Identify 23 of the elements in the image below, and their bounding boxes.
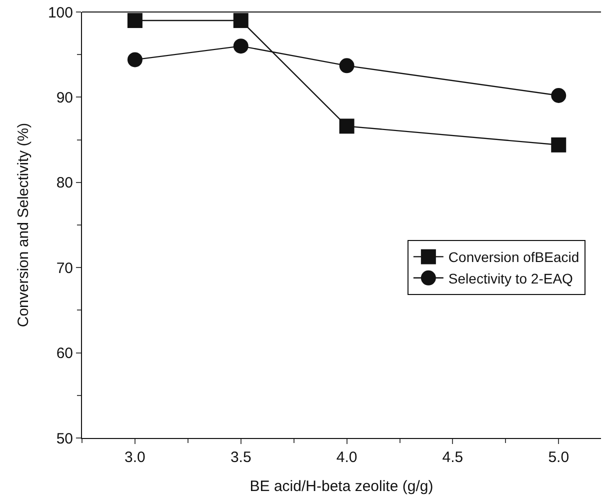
y-tick-label: 90 [56, 89, 73, 106]
y-tick-label: 50 [56, 430, 73, 448]
y-tick-label: 70 [56, 260, 73, 277]
y-tick-label: 80 [56, 174, 73, 192]
point [233, 13, 248, 28]
point [127, 52, 142, 68]
x-tick-label: 4.5 [442, 449, 464, 466]
point [339, 58, 354, 74]
y-tick-label: 100 [48, 4, 73, 22]
legend-label: Conversion ofBEacid [448, 249, 580, 266]
y-tick-label: 60 [56, 345, 73, 362]
x-tick-label: 3.5 [230, 449, 252, 466]
x-axis-title: BE acid/H-beta zeolite (g/g) [250, 478, 434, 495]
y-axis-title: Conversion and Selectivity (%) [15, 122, 32, 328]
point [127, 13, 142, 28]
x-tick-label: 4.0 [336, 449, 358, 466]
x-tick-label: 5.0 [548, 449, 570, 466]
point [551, 137, 566, 152]
point [339, 118, 354, 134]
x-tick-label: 3.0 [124, 449, 146, 466]
legend-label: Selectivity to 2-EAQ [448, 270, 574, 286]
point [233, 38, 248, 54]
point [551, 88, 566, 103]
